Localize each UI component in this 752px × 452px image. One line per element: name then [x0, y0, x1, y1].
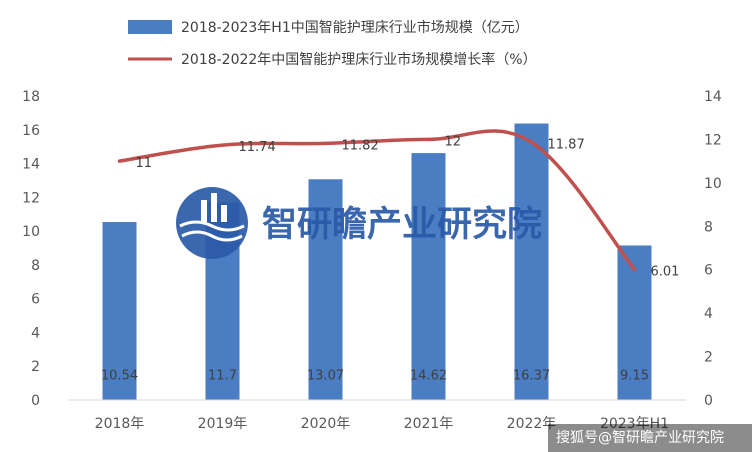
line-point: [324, 141, 327, 145]
legend-line-label: 2018-2022年中国智能护理床行业市场规模增长率（%）: [181, 51, 537, 68]
y-left-tick-label: 16: [22, 123, 40, 139]
watermark-text: 智研瞻产业研究院: [262, 205, 542, 245]
line-data-label: 12: [445, 134, 462, 149]
x-tick-label: 2023年H1: [600, 416, 669, 432]
bar-series: 10.54 11.7 13.07 14.62 16.37 9.15: [101, 123, 652, 400]
line-data-label: 11.82: [342, 138, 379, 153]
y-left-tick-label: 8: [31, 258, 40, 274]
y-axis-left: 0 2 4 6 8 10 12 14 16 18: [22, 89, 40, 409]
line-data-label: 11.87: [548, 137, 585, 152]
y-axis-right: 0 2 4 6 8 10 12 14: [704, 89, 722, 409]
bar-data-label: 14.62: [410, 369, 447, 384]
line-data-label: 11.74: [239, 140, 276, 155]
y-right-tick-label: 10: [704, 176, 722, 192]
x-tick-label: 2021年: [404, 416, 454, 432]
y-left-tick-label: 10: [22, 224, 40, 240]
line-point: [427, 137, 430, 141]
line-point: [633, 267, 636, 271]
y-right-tick-label: 4: [704, 306, 713, 322]
line-point: [221, 143, 224, 147]
x-axis: 2018年 2019年 2020年 2021年 2022年 2023年H1: [68, 399, 686, 432]
y-left-tick-label: 4: [31, 325, 40, 341]
x-tick-label: 2018年: [95, 416, 145, 432]
y-left-tick-label: 14: [22, 157, 40, 173]
bar: [308, 179, 343, 400]
source-text: 搜狐号@智研瞻产业研究院: [556, 429, 724, 446]
legend-bar-label: 2018-2023年H1中国智能护理床行业市场规模（亿元）: [181, 19, 529, 36]
y-left-tick-label: 0: [31, 393, 40, 409]
y-right-tick-label: 14: [704, 89, 722, 105]
y-right-tick-label: 6: [704, 263, 713, 279]
bar-data-label: 11.7: [208, 369, 237, 384]
growth-line: [117, 129, 637, 272]
bar-data-label: 9.15: [620, 369, 649, 384]
y-right-tick-label: 12: [704, 132, 722, 148]
bar-data-label: 13.07: [307, 369, 344, 384]
legend: 2018-2023年H1中国智能护理床行业市场规模（亿元） 2018-2022年…: [128, 19, 537, 68]
legend-bar-swatch: [128, 20, 172, 34]
x-tick-label: 2022年: [507, 416, 557, 432]
y-right-tick-label: 0: [704, 393, 713, 409]
y-left-tick-label: 18: [22, 89, 40, 105]
watermark: 智研瞻产业研究院: [176, 187, 542, 259]
y-left-tick-label: 6: [31, 292, 40, 308]
y-left-tick-label: 2: [31, 359, 40, 375]
line-series: 11 11.74 11.82 12 11.87 6.01: [117, 129, 680, 279]
line-point: [118, 159, 121, 163]
y-right-tick-label: 2: [704, 350, 713, 366]
y-left-tick-label: 12: [22, 190, 40, 206]
y-right-tick-label: 8: [704, 219, 713, 235]
x-tick-label: 2020年: [301, 416, 351, 432]
bar: [411, 153, 446, 400]
line-data-label: 11: [136, 156, 153, 171]
x-tick-label: 2019年: [198, 416, 248, 432]
bar: [514, 123, 549, 400]
bar-data-label: 10.54: [101, 369, 138, 384]
bar-data-label: 16.37: [513, 369, 550, 384]
bar: [102, 221, 137, 400]
line-data-label: 6.01: [651, 264, 680, 279]
line-point: [530, 140, 533, 144]
zhiyanzhan-logo-icon: [176, 187, 248, 259]
source-badge: 搜狐号@智研瞻产业研究院: [548, 424, 752, 452]
